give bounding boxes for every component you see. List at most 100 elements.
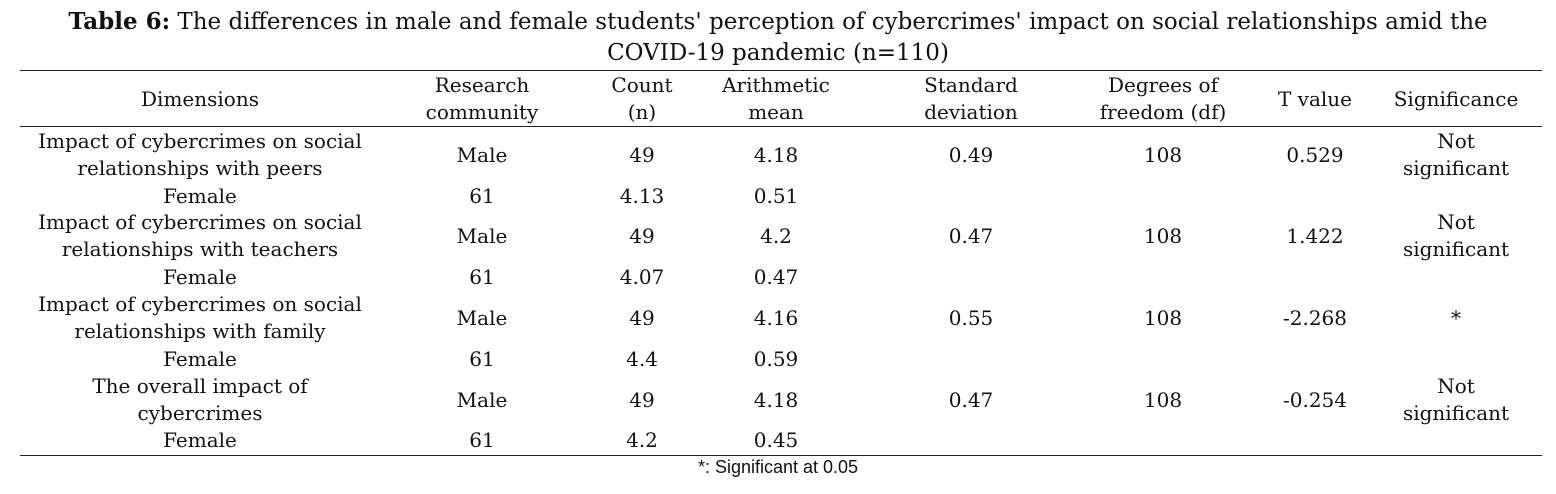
sd-cell: 0.47	[701, 264, 851, 291]
mean-cell-text: 4.2	[626, 427, 658, 452]
header-research-community: Research community	[402, 72, 562, 126]
count-cell: 49	[582, 142, 702, 169]
df-cell-text: 108	[1143, 305, 1183, 330]
mean-cell-text: 4.07	[619, 264, 665, 289]
community-cell: Male	[402, 142, 562, 169]
count-cell: 49	[582, 223, 702, 250]
header-degrees-of-freedom: Degrees of freedom (df)	[1063, 72, 1263, 126]
sd-cell-text: 0.49	[948, 142, 994, 167]
mean-cell: 4.2	[701, 223, 851, 250]
header-dimensions-line: Dimensions	[141, 86, 259, 111]
title-line-1: Table 6: The differences in male and fem…	[0, 6, 1556, 38]
count-cell-text: 49	[629, 387, 655, 412]
header-standard-deviation-line: deviation	[924, 100, 1018, 124]
community-cell: Male	[402, 223, 562, 250]
df-cell: 108	[1063, 387, 1263, 414]
sd-cell-text: 0.47	[948, 223, 994, 248]
sd-cell: 0.47	[891, 387, 1051, 414]
mean-cell: 4.07	[582, 264, 702, 291]
dimension-cell-text: The overall impact of	[92, 374, 308, 398]
significance-cell: Not significant	[1376, 128, 1536, 182]
t-value-cell: -0.254	[1250, 387, 1380, 414]
t-value-cell-text: -2.268	[1282, 305, 1347, 330]
dimension-cell: Impact of cybercrimes on social relations…	[20, 128, 380, 182]
mean-cell: 4.16	[701, 305, 851, 332]
community-cell-text: Female	[163, 427, 237, 452]
sd-cell: 0.49	[891, 142, 1051, 169]
top-rule	[20, 70, 1542, 71]
community-cell-text: Male	[456, 142, 508, 167]
dimension-cell-text: Impact of cybercrimes on social	[38, 129, 362, 153]
sd-cell: 0.59	[701, 346, 851, 373]
mean-cell: 4.18	[701, 387, 851, 414]
dimension-cell: The overall impact of cybercrimes	[20, 373, 380, 427]
count-cell-text: 49	[629, 305, 655, 330]
sd-cell: 0.55	[891, 305, 1051, 332]
count-cell-text: 61	[469, 183, 495, 208]
count-cell: 61	[402, 427, 562, 454]
significance-cell: Not significant	[1376, 209, 1536, 263]
community-cell: Female	[20, 264, 380, 291]
t-value-cell-text: 0.529	[1286, 142, 1344, 167]
count-cell-text: 49	[629, 223, 655, 248]
t-value-cell: -2.268	[1250, 305, 1380, 332]
mean-cell: 4.4	[582, 346, 702, 373]
count-cell-text: 61	[469, 264, 495, 289]
sd-cell-text: 0.55	[948, 305, 994, 330]
community-cell-text: Male	[456, 387, 508, 412]
t-value-cell: 0.529	[1250, 142, 1380, 169]
count-cell: 61	[402, 264, 562, 291]
significance-cell-text: Not	[1437, 374, 1475, 398]
dimension-cell-text: relationships with teachers	[61, 237, 339, 261]
dimension-cell-text: relationships with peers	[77, 156, 323, 180]
mean-cell-text: 4.4	[626, 346, 658, 371]
df-cell-text: 108	[1143, 142, 1183, 167]
count-cell: 49	[582, 387, 702, 414]
header-research-community-line: community	[425, 100, 539, 124]
community-cell-text: Male	[456, 223, 508, 248]
count-cell: 61	[402, 346, 562, 373]
sd-cell-text: 0.47	[753, 264, 799, 289]
significance-cell-text: Not	[1437, 129, 1475, 153]
header-count-line: (n)	[627, 100, 657, 124]
title-text: The differences in male and female stude…	[177, 9, 1488, 35]
sd-cell-text: 0.45	[753, 427, 799, 452]
df-cell: 108	[1063, 142, 1263, 169]
header-t-value: T value	[1250, 86, 1380, 113]
significance-cell-text: significant	[1402, 237, 1510, 261]
significance-cell-text: *	[1451, 305, 1461, 330]
header-standard-deviation: Standard deviation	[891, 72, 1051, 126]
df-cell: 108	[1063, 305, 1263, 332]
sd-cell-text: 0.51	[753, 183, 799, 208]
header-arithmetic-mean-line: Arithmetic	[722, 73, 830, 97]
count-cell-text: 61	[469, 427, 495, 452]
header-t-value-line: T value	[1277, 86, 1353, 111]
count-cell: 49	[582, 305, 702, 332]
significance-cell-text: significant	[1402, 156, 1510, 180]
significance-cell: Not significant	[1376, 373, 1536, 427]
dimension-cell-text: cybercrimes	[137, 401, 263, 425]
header-degrees-of-freedom-line: Degrees of	[1108, 73, 1218, 97]
header-degrees-of-freedom-line: freedom (df)	[1099, 100, 1227, 124]
t-value-cell-text: 1.422	[1286, 223, 1344, 248]
sd-cell: 0.51	[701, 183, 851, 210]
header-arithmetic-mean-line: mean	[748, 100, 804, 124]
dimension-cell-text: Impact of cybercrimes on social	[38, 292, 362, 316]
significance-cell: *	[1376, 305, 1536, 332]
community-cell-text: Female	[163, 183, 237, 208]
community-cell: Female	[20, 183, 380, 210]
t-value-cell-text: -0.254	[1282, 387, 1347, 412]
dimension-cell-text: Impact of cybercrimes on social	[38, 210, 362, 234]
mean-cell: 4.18	[701, 142, 851, 169]
header-research-community-line: Research	[434, 73, 530, 97]
community-cell-text: Male	[456, 305, 508, 330]
table-footnote: *: Significant at 0.05	[697, 457, 859, 477]
count-cell-text: 49	[629, 142, 655, 167]
header-count: Count (n)	[582, 72, 702, 126]
mean-cell-text: 4.2	[760, 223, 792, 248]
header-count-line: Count	[611, 73, 673, 97]
sd-cell: 0.45	[701, 427, 851, 454]
df-cell-text: 108	[1143, 223, 1183, 248]
community-cell-text: Female	[163, 264, 237, 289]
header-dimensions: Dimensions	[20, 86, 380, 113]
